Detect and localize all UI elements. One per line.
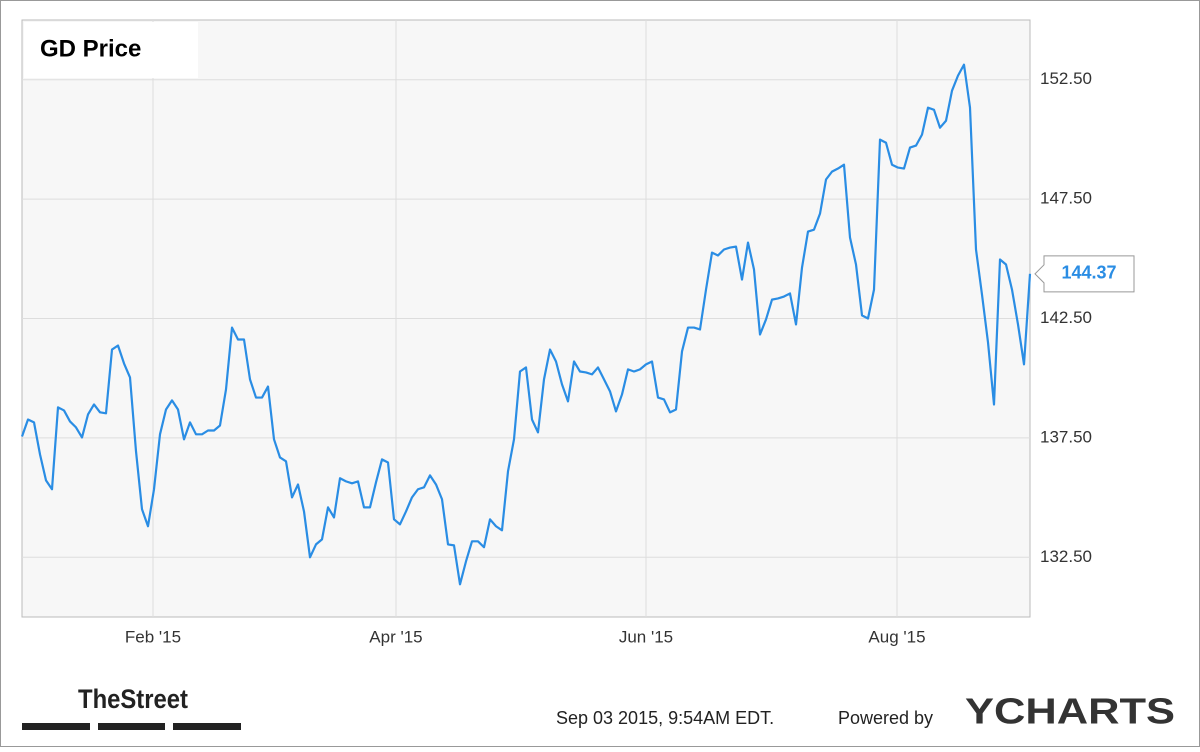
x-tick-label: Feb '15	[125, 627, 181, 646]
y-tick-label: 137.50	[1040, 427, 1092, 446]
logo-bar	[173, 723, 241, 730]
last-value-label: 144.37	[1061, 263, 1116, 283]
last-value-box	[1034, 255, 1135, 293]
chart-title: GD Price	[40, 35, 141, 62]
x-tick-label: Aug '15	[868, 627, 925, 646]
y-tick-label: 132.50	[1040, 547, 1092, 566]
price-line	[20, 63, 1032, 586]
y-tick-label: 142.50	[1040, 308, 1092, 327]
source-logo: TheStreet	[78, 684, 188, 714]
logo-bar	[98, 723, 165, 730]
y-tick-label: 152.50	[1040, 69, 1092, 88]
y-tick-label: 147.50	[1040, 189, 1092, 208]
grid	[22, 20, 1030, 617]
powered-by: Powered by	[838, 708, 933, 728]
x-tick-label: Apr '15	[369, 627, 422, 646]
timestamp: Sep 03 2015, 9:54AM EDT.	[556, 708, 774, 728]
ycharts-logo: YCHARTS	[965, 691, 1175, 732]
title-box	[24, 22, 198, 78]
logo-bar	[22, 723, 90, 730]
x-tick-label: Jun '15	[619, 627, 673, 646]
